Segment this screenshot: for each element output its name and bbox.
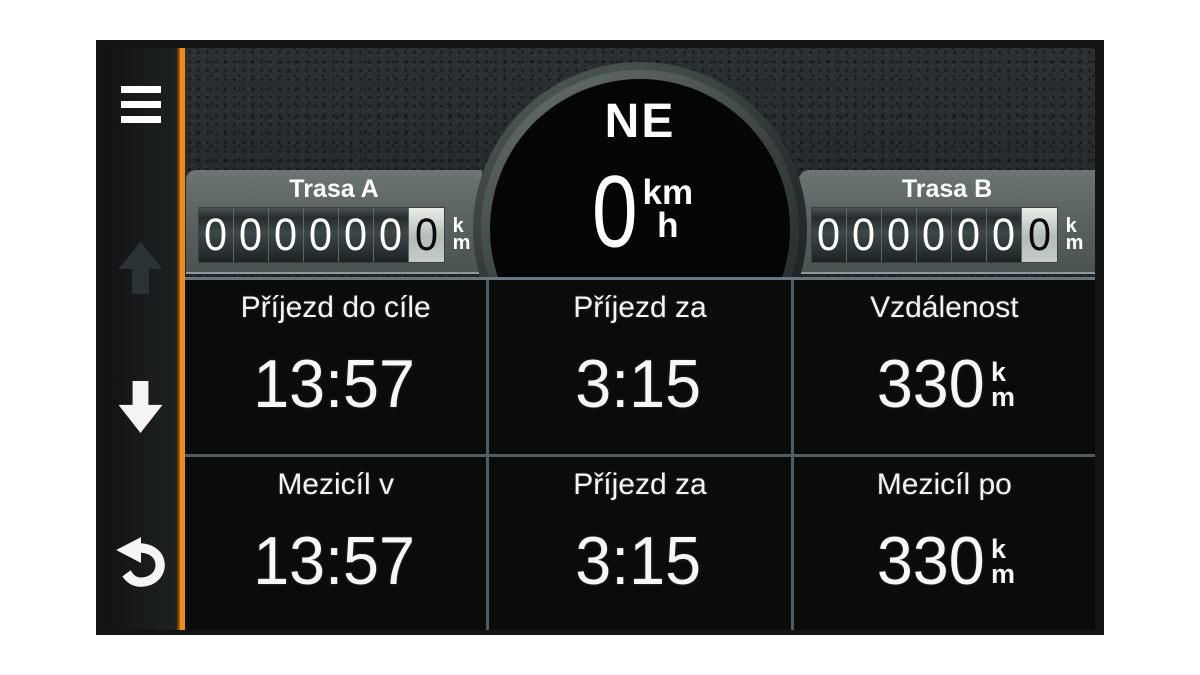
trip-b-label: Trasa B xyxy=(901,175,993,203)
trip-b-odometer: 0 0 0 0 0 0 0 k m xyxy=(810,207,1084,263)
odometer-digit: 0 xyxy=(268,208,304,262)
back-arrow-icon xyxy=(115,537,165,587)
odometer-digit: 0 xyxy=(338,208,374,262)
field-label: Příjezd za xyxy=(573,467,707,501)
odometer-digit: 0 xyxy=(881,208,917,262)
screen: Trasa A 0 0 0 0 0 0 0 xyxy=(104,48,1095,630)
data-field-time-to-destination[interactable]: Příjezd za 3:15 xyxy=(489,280,791,454)
odometer-digit: 0 xyxy=(916,208,952,262)
hamburger-icon xyxy=(120,86,161,123)
odometer-digit: 0 xyxy=(303,208,339,262)
field-label: Mezicíl v xyxy=(277,467,394,501)
odometer-digits: 0 0 0 0 0 0 0 xyxy=(197,207,445,263)
trip-a-label: Trasa A xyxy=(289,175,379,203)
trip-a-unit: k m xyxy=(452,215,471,254)
data-field-grid: Příjezd do cíle 13:57 Příjezd za 3:15 xyxy=(185,277,1095,630)
compass-heading: NE xyxy=(604,95,676,148)
data-field-time-to-waypoint[interactable]: Příjezd za 3:15 xyxy=(489,456,791,630)
compass-speed-gauge[interactable]: NE 0 km h xyxy=(473,62,807,396)
odometer-digit: 0 xyxy=(986,208,1022,262)
odometer-digit-tenths: 0 xyxy=(408,208,444,262)
back-button[interactable] xyxy=(112,535,170,593)
trip-b-unit: k m xyxy=(1065,215,1084,254)
scroll-up-button[interactable] xyxy=(118,242,163,294)
data-field-arrival-destination[interactable]: Příjezd do cíle 13:57 xyxy=(185,280,487,454)
header-texture: Trasa A 0 0 0 0 0 0 0 xyxy=(185,48,1095,396)
odometer-digit: 0 xyxy=(198,208,234,262)
speed-unit: km h xyxy=(642,173,694,246)
field-value: 13:57 xyxy=(252,346,415,423)
field-value: 3:15 xyxy=(575,346,701,423)
speed-value: 0 xyxy=(591,154,638,270)
scroll-down-button[interactable] xyxy=(118,381,163,433)
sidebar xyxy=(104,48,177,630)
odometer-digit: 0 xyxy=(233,208,269,262)
field-value: 330 xyxy=(876,346,985,423)
trip-a-odometer: 0 0 0 0 0 0 0 k m xyxy=(197,207,471,263)
field-label: Příjezd do cíle xyxy=(240,291,431,324)
accent-stripe xyxy=(177,48,185,630)
field-label: Příjezd za xyxy=(573,291,707,324)
device-frame: Trasa A 0 0 0 0 0 0 0 xyxy=(96,40,1104,635)
odometer-digits: 0 0 0 0 0 0 0 xyxy=(810,207,1058,263)
main-area: Trasa A 0 0 0 0 0 0 0 xyxy=(185,48,1095,630)
field-value: 3:15 xyxy=(575,522,701,599)
menu-button[interactable] xyxy=(120,86,161,123)
trip-odometer-b[interactable]: Trasa B 0 0 0 0 0 0 0 xyxy=(799,170,1095,274)
odometer-digit: 0 xyxy=(373,208,409,262)
odometer-digit: 0 xyxy=(951,208,987,262)
odometer-digit-tenths: 0 xyxy=(1021,208,1057,262)
field-label: Mezicíl po xyxy=(876,467,1012,501)
odometer-digit: 0 xyxy=(811,208,847,262)
field-label: Vzdálenost xyxy=(870,291,1019,324)
trip-odometer-a[interactable]: Trasa A 0 0 0 0 0 0 0 xyxy=(186,170,482,274)
field-value: 330 xyxy=(876,522,985,599)
speed-readout: 0 km h xyxy=(473,154,807,270)
data-field-waypoint-arrival[interactable]: Mezicíl v 13:57 xyxy=(185,456,487,630)
field-value: 13:57 xyxy=(252,522,415,599)
odometer-digit: 0 xyxy=(846,208,882,262)
